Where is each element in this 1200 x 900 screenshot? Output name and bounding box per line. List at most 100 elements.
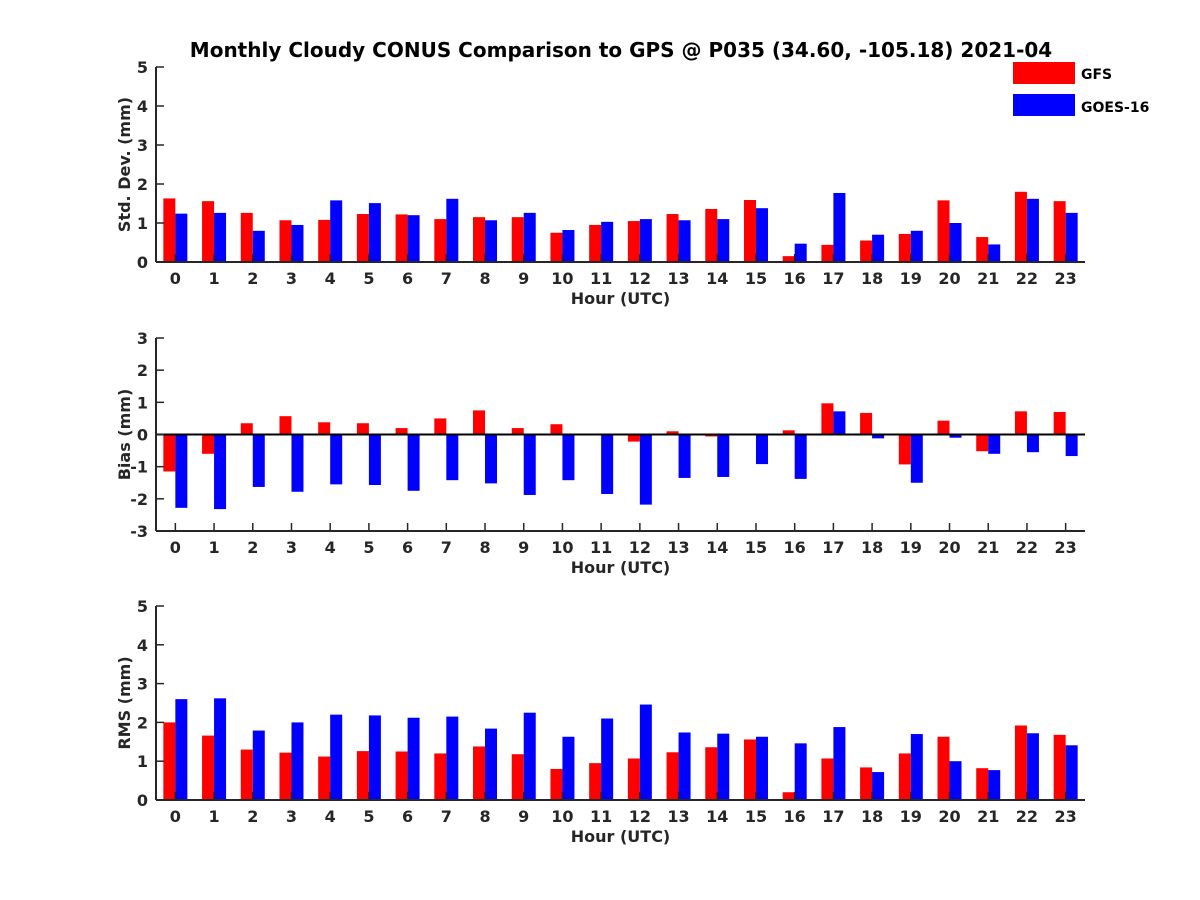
rms-x-tick-label: 14: [706, 807, 728, 826]
std-dev-bar-goes16: [368, 203, 381, 262]
rms-x-tick-label: 15: [745, 807, 767, 826]
rms-y-tick-label: 3: [137, 675, 148, 694]
rms-bar-goes16: [949, 761, 962, 800]
bias-bar-gfs: [937, 420, 950, 435]
rms-x-tick-label: 1: [208, 807, 219, 826]
rms-x-tick-label: 13: [667, 807, 689, 826]
bias-bar-goes16: [639, 434, 652, 505]
bias-bar-goes16: [910, 434, 923, 483]
bias-x-tick-label: 2: [247, 538, 258, 557]
std-dev-bar-goes16: [717, 219, 730, 262]
std-dev-x-tick-label: 17: [822, 269, 844, 288]
bias-x-tick-label: 12: [629, 538, 651, 557]
rms-bar-goes16: [639, 704, 652, 800]
std-dev-bar-goes16: [949, 223, 962, 262]
std-dev-bar-goes16: [910, 230, 923, 262]
rms-bar-gfs: [1053, 734, 1066, 800]
bias-y-tick-label: 3: [137, 329, 148, 348]
std-dev-bar-gfs: [1014, 191, 1027, 262]
std-dev-bar-gfs: [550, 232, 563, 262]
bias-x-tick-label: 21: [977, 538, 999, 557]
bias-bar-goes16: [446, 434, 459, 481]
rms-bar-goes16: [368, 715, 381, 800]
legend-label-gfs: GFS: [1081, 67, 1112, 83]
rms-bar-goes16: [330, 714, 343, 800]
bias-x-tick-label: 19: [900, 538, 922, 557]
bias-bar-goes16: [330, 434, 343, 485]
std-dev-y-tick-label: 1: [137, 214, 148, 233]
std-dev-bar-goes16: [175, 213, 188, 262]
std-dev-bar-goes16: [833, 192, 846, 262]
std-dev-bar-goes16: [794, 243, 807, 262]
bias-bar-goes16: [601, 434, 614, 495]
std-dev-y-tick-label: 5: [137, 58, 148, 77]
rms-bar-goes16: [794, 743, 807, 800]
std-dev-bar-gfs: [666, 214, 679, 262]
std-dev-x-tick-label: 19: [900, 269, 922, 288]
rms-x-tick-label: 5: [363, 807, 374, 826]
legend-swatch-gfs: [1013, 62, 1075, 84]
bias-x-tick-label: 14: [706, 538, 728, 557]
std-dev-x-tick-label: 10: [551, 269, 573, 288]
bias-bar-gfs: [356, 423, 369, 435]
rms-bar-goes16: [872, 772, 885, 800]
rms-x-tick-label: 22: [1016, 807, 1038, 826]
rms-bar-goes16: [485, 728, 498, 800]
std-dev-bar-gfs: [743, 199, 756, 262]
bias-bar-goes16: [872, 434, 885, 439]
std-dev-bar-gfs: [589, 224, 602, 262]
rms-y-tick-label: 5: [137, 597, 148, 616]
bias-bar-gfs: [1053, 411, 1066, 435]
bias-bar-gfs: [240, 423, 253, 435]
rms-bar-gfs: [821, 758, 834, 800]
rms-bar-gfs: [782, 792, 795, 800]
bias-y-tick-label: 1: [137, 393, 148, 412]
bias-bar-gfs: [976, 434, 989, 452]
bias-bar-goes16: [562, 434, 575, 481]
rms-x-tick-label: 10: [551, 807, 573, 826]
std-dev-bar-goes16: [214, 212, 227, 262]
bias-x-axis-label: Hour (UTC): [571, 558, 671, 577]
std-dev-bar-goes16: [639, 219, 652, 262]
std-dev-bar-gfs: [821, 244, 834, 262]
rms-bar-goes16: [446, 716, 459, 800]
std-dev-bar-gfs: [163, 198, 176, 262]
rms-x-tick-label: 21: [977, 807, 999, 826]
std-dev-bar-gfs: [240, 212, 253, 262]
bias-x-tick-label: 17: [822, 538, 844, 557]
rms-bar-goes16: [755, 736, 768, 800]
rms-bar-goes16: [988, 770, 1001, 800]
bias-y-tick-label: -1: [130, 458, 148, 477]
rms-bar-gfs: [898, 753, 911, 800]
bias-x-tick-label: 16: [784, 538, 806, 557]
std-dev-bar-gfs: [511, 217, 524, 262]
bias-x-tick-label: 15: [745, 538, 767, 557]
std-dev-x-tick-label: 20: [938, 269, 960, 288]
rms-bar-gfs: [434, 753, 447, 800]
std-dev-x-tick-label: 6: [402, 269, 413, 288]
rms-x-tick-label: 19: [900, 807, 922, 826]
std-dev-x-tick-label: 5: [363, 269, 374, 288]
bias-bar-goes16: [291, 434, 304, 492]
bias-bar-goes16: [794, 434, 807, 479]
std-dev-bar-gfs: [434, 219, 447, 262]
bias-x-tick-label: 7: [441, 538, 452, 557]
bias-bar-gfs: [782, 430, 795, 435]
std-dev-x-tick-label: 1: [208, 269, 219, 288]
std-dev-x-tick-label: 13: [667, 269, 689, 288]
bias-bar-gfs: [627, 434, 640, 442]
bias-bar-goes16: [949, 434, 962, 438]
bias-y-tick-label: -2: [130, 490, 148, 509]
bias-bar-gfs: [434, 418, 447, 435]
bias-bar-gfs: [550, 424, 563, 435]
std-dev-bar-goes16: [1065, 212, 1078, 262]
std-dev-bar-goes16: [252, 230, 265, 262]
rms-bar-goes16: [562, 736, 575, 800]
bias-bar-goes16: [214, 434, 227, 510]
std-dev-bar-goes16: [988, 244, 1001, 262]
bias-bar-goes16: [407, 434, 420, 491]
bias-x-tick-label: 3: [286, 538, 297, 557]
rms-bar-goes16: [291, 722, 304, 800]
rms-bar-gfs: [202, 735, 215, 800]
std-dev-x-tick-label: 16: [784, 269, 806, 288]
